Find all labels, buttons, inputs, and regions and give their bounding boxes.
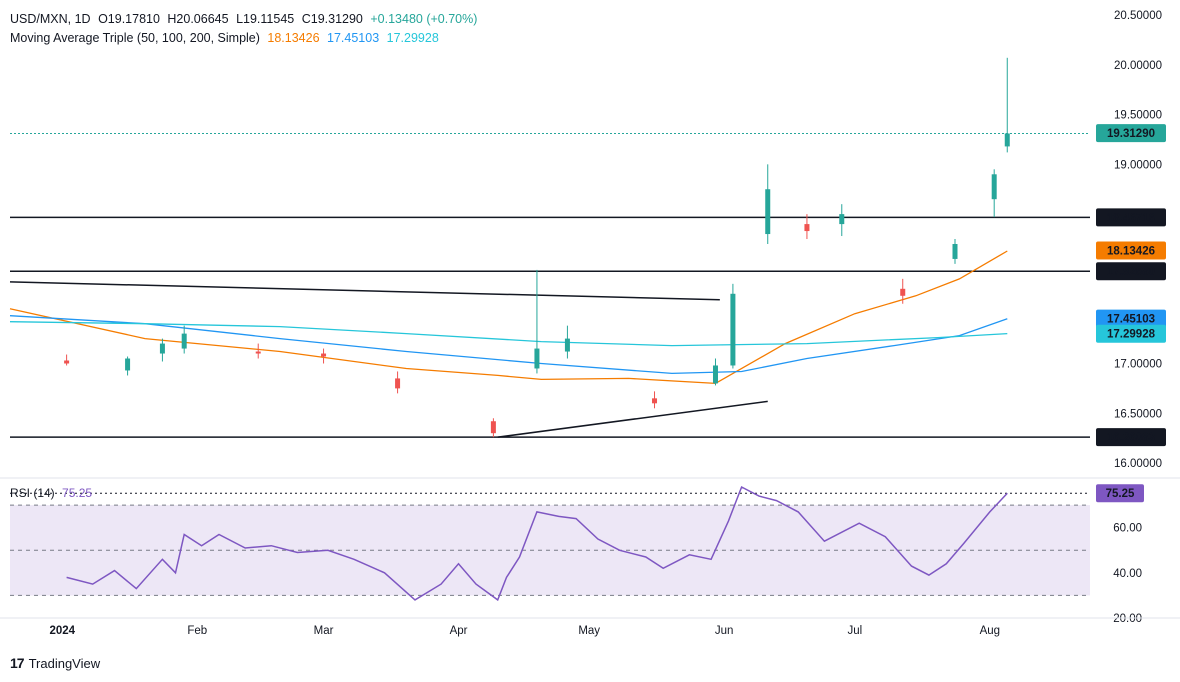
candle-body (321, 353, 327, 357)
rsi-tick-label: 20.00 (1113, 613, 1142, 625)
ohlc-low: L19.11545 (236, 12, 295, 26)
ma-label: Moving Average Triple (50, 100, 200, Sim… (10, 31, 260, 45)
price-tick-label: 16.50000 (1114, 408, 1162, 420)
moving-averages (9, 250, 1008, 385)
ma-line-ma200 (9, 321, 1008, 347)
tradingview-logo-icon: 17 (10, 655, 25, 671)
ma-legend[interactable]: Moving Average Triple (50, 100, 200, Sim… (10, 31, 443, 45)
horizontal-levels[interactable] (10, 132, 1090, 494)
rsi-badge-label: 75.25 (1106, 488, 1135, 500)
candle-body (64, 360, 70, 364)
ma50-value: 18.13426 (267, 31, 320, 45)
price-tick-label: 16.00000 (1114, 458, 1162, 470)
candle-body (991, 174, 997, 200)
candle-body (490, 421, 496, 434)
price-tick-label: 20.50000 (1114, 10, 1162, 22)
candle-body (804, 224, 810, 232)
price-badges: 19.31290 18.46716 18.13426 17.92680 17.45103… (1096, 124, 1166, 503)
price-badge-label: 17.45103 (1107, 314, 1155, 326)
time-tick-label: Feb (187, 625, 207, 637)
rsi-label: RSI (14) (10, 486, 55, 500)
symbol-header: USD/MXN, 1D O19.17810 H20.06645 L19.1154… (10, 12, 481, 26)
tradingview-logo[interactable]: 17 TradingView (10, 655, 100, 671)
ohlc-high: H20.06645 (167, 12, 229, 26)
rsi-line (66, 485, 1008, 602)
candle-body (900, 288, 906, 296)
price-badge (1096, 324, 1166, 343)
ohlc-close: C19.31290 (301, 12, 363, 26)
time-tick-label: 2024 (49, 625, 75, 637)
price-badge-label: 18.46716 (1107, 212, 1155, 224)
price-badge (1096, 241, 1166, 260)
time-tick-label: May (578, 625, 600, 637)
candle-body (159, 343, 165, 354)
rsi-band (10, 504, 1090, 596)
candle-body (534, 348, 540, 369)
price-badge (1096, 309, 1166, 328)
time-tick-label: Jul (847, 625, 862, 637)
ma100-value: 17.45103 (327, 31, 380, 45)
rsi-tick-label: 40.00 (1113, 568, 1142, 580)
candles (64, 57, 1010, 438)
candle-body (125, 358, 131, 371)
price-badge-label: 17.92680 (1107, 266, 1155, 278)
candle-body (952, 244, 958, 259)
price-tick-label: 20.00000 (1114, 60, 1162, 72)
price-axis[interactable]: 20.50000 20.00000 19.50000 19.00000 17.00000… (1114, 10, 1162, 470)
price-badge (1096, 124, 1166, 143)
rsi-axis[interactable]: 60.00 40.00 20.00 (1113, 523, 1142, 625)
rsi-tick-label: 60.00 (1113, 523, 1142, 535)
time-tick-label: Aug (980, 625, 1000, 637)
trendlines[interactable] (9, 281, 768, 438)
ma200-value: 17.29928 (386, 31, 439, 45)
price-tick-label: 19.00000 (1114, 159, 1162, 171)
candle-body (839, 214, 845, 225)
candle-body (765, 189, 771, 235)
rsi-series-line (66, 485, 1008, 602)
rsi-value: 75.25 (62, 486, 93, 500)
candle-body (181, 333, 187, 349)
trendline (497, 400, 768, 438)
price-badge-label: 18.13426 (1107, 246, 1155, 258)
time-axis[interactable]: 2024 Feb Mar Apr May Jun Jul Aug (0, 617, 1180, 637)
candle-body (712, 365, 718, 384)
time-tick-label: Jun (715, 625, 734, 637)
price-badge (1096, 428, 1166, 447)
change-value: +0.13480 (+0.70%) (370, 12, 478, 26)
price-badge-label: 16.26083 (1107, 432, 1155, 444)
ma-line-ma50 (9, 250, 1008, 385)
price-tick-label: 17.00000 (1114, 358, 1162, 370)
time-tick-label: Mar (314, 625, 334, 637)
price-badge (1096, 208, 1166, 227)
price-badge-label: 19.31290 (1107, 128, 1155, 140)
price-badge (1096, 262, 1166, 281)
candle-body (730, 293, 736, 366)
ma-line-ma100 (9, 315, 1008, 375)
tradingview-logo-text: TradingView (28, 655, 101, 671)
rsi-badge (1096, 484, 1144, 503)
candle-body (652, 398, 658, 404)
ohlc-open: O19.17810 (98, 12, 160, 26)
candle-body (564, 338, 570, 352)
candle-body (395, 378, 401, 389)
candle-body (1004, 133, 1010, 147)
symbol-label[interactable]: USD/MXN, 1D (10, 12, 91, 26)
price-badge-label: 17.29928 (1107, 329, 1156, 341)
price-tick-label: 19.50000 (1114, 110, 1162, 122)
time-tick-label: Apr (450, 625, 468, 637)
trendline (9, 281, 720, 301)
rsi-legend[interactable]: RSI (14) 75.25 (10, 486, 96, 500)
candle-body (255, 351, 261, 354)
